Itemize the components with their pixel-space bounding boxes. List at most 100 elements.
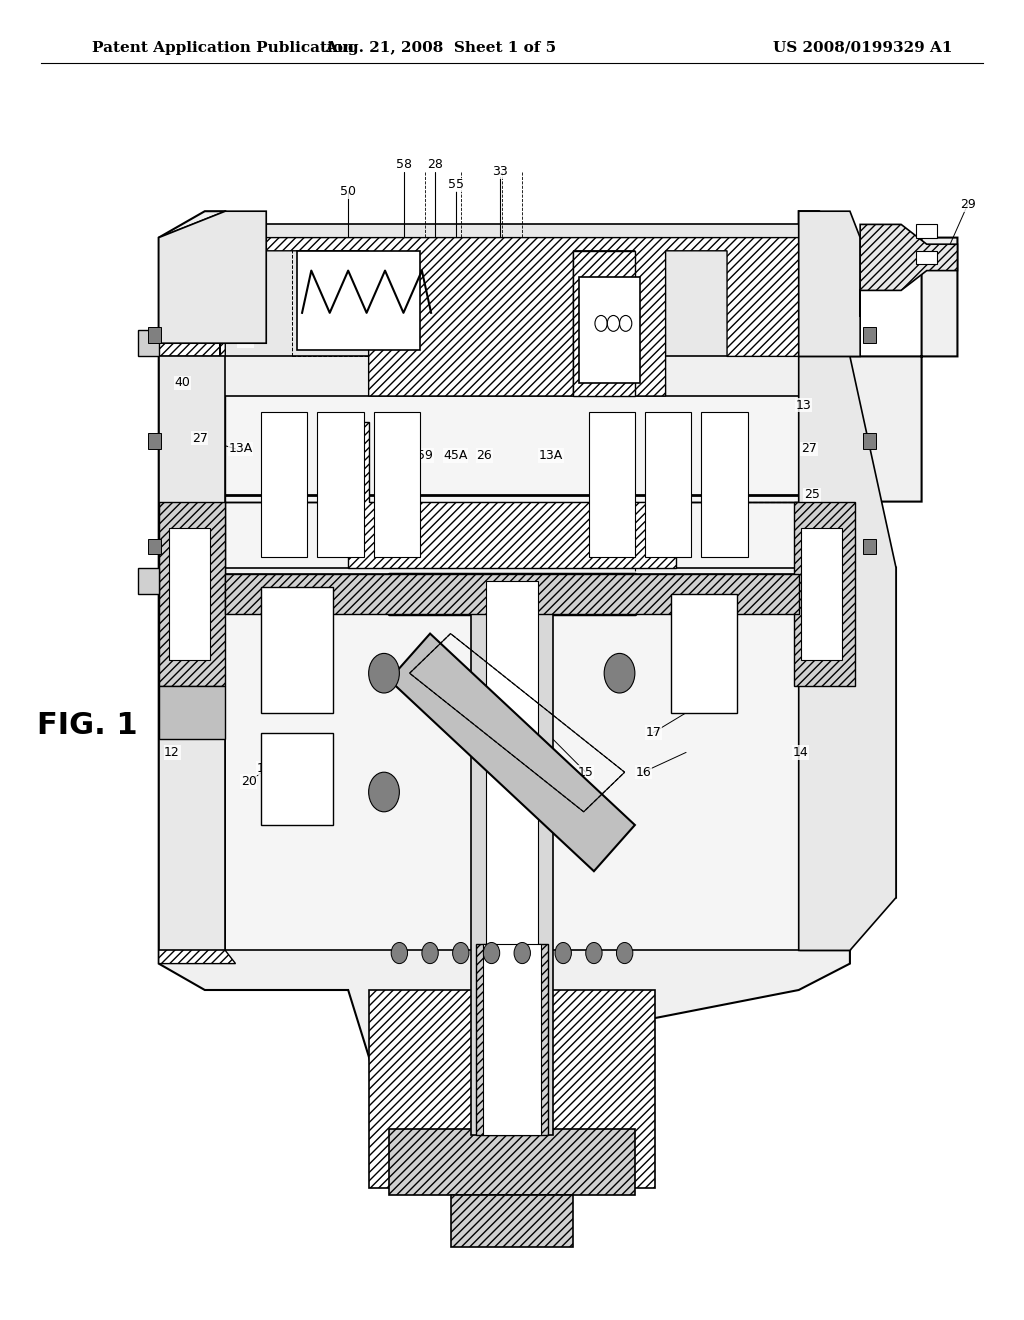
- Polygon shape: [159, 238, 220, 343]
- Text: 19: 19: [256, 762, 272, 775]
- Bar: [297, 251, 420, 350]
- Text: 30: 30: [814, 640, 830, 653]
- Circle shape: [369, 772, 399, 812]
- Bar: [220, 224, 850, 356]
- Text: 18: 18: [299, 772, 315, 785]
- Polygon shape: [573, 251, 635, 396]
- Text: 32: 32: [166, 294, 182, 308]
- Polygon shape: [799, 211, 860, 356]
- Text: 28: 28: [811, 581, 827, 594]
- Bar: [261, 587, 333, 713]
- Text: 52: 52: [238, 334, 254, 347]
- Bar: [169, 528, 210, 660]
- Text: 21: 21: [471, 946, 487, 960]
- Bar: [261, 733, 333, 825]
- Bar: [863, 433, 876, 449]
- Text: Patent Application Publication: Patent Application Publication: [92, 41, 354, 54]
- Text: 55: 55: [447, 178, 464, 191]
- Bar: [225, 396, 799, 568]
- Text: 25: 25: [804, 488, 820, 502]
- Bar: [916, 224, 937, 238]
- Bar: [476, 944, 548, 1135]
- Bar: [374, 412, 420, 557]
- Text: 27: 27: [191, 432, 208, 445]
- Circle shape: [586, 942, 602, 964]
- Text: 15: 15: [578, 766, 594, 779]
- Text: 22: 22: [191, 548, 208, 561]
- Bar: [671, 594, 737, 713]
- Text: 28: 28: [427, 158, 443, 172]
- Bar: [701, 412, 748, 557]
- Bar: [159, 686, 225, 739]
- Circle shape: [555, 942, 571, 964]
- Text: 24: 24: [284, 750, 300, 763]
- Text: 45A: 45A: [443, 449, 468, 462]
- Bar: [863, 539, 876, 554]
- Bar: [794, 502, 855, 686]
- Circle shape: [422, 942, 438, 964]
- Text: 16: 16: [635, 766, 651, 779]
- Bar: [148, 327, 161, 343]
- Circle shape: [453, 942, 469, 964]
- Text: Aug. 21, 2008  Sheet 1 of 5: Aug. 21, 2008 Sheet 1 of 5: [325, 41, 556, 54]
- Text: 13A: 13A: [539, 449, 563, 462]
- Text: 50: 50: [340, 185, 356, 198]
- Text: 31: 31: [171, 244, 187, 257]
- Circle shape: [391, 942, 408, 964]
- Circle shape: [514, 942, 530, 964]
- Text: 58: 58: [396, 158, 413, 172]
- Bar: [645, 412, 691, 557]
- Text: 14: 14: [793, 746, 809, 759]
- Polygon shape: [159, 211, 850, 396]
- Circle shape: [369, 653, 399, 693]
- Text: 13: 13: [796, 399, 812, 412]
- Text: US 2008/0199329 A1: US 2008/0199329 A1: [773, 41, 952, 54]
- Text: 5: 5: [475, 1003, 483, 1016]
- Text: 59: 59: [417, 449, 433, 462]
- Bar: [451, 1195, 573, 1247]
- Bar: [261, 412, 307, 557]
- Bar: [225, 574, 799, 614]
- Polygon shape: [159, 211, 957, 1188]
- Bar: [863, 327, 876, 343]
- Bar: [225, 574, 799, 950]
- Bar: [483, 944, 541, 1135]
- Bar: [148, 539, 161, 554]
- Polygon shape: [159, 396, 850, 594]
- Bar: [389, 1129, 635, 1195]
- Text: 32: 32: [381, 449, 397, 462]
- Text: 11: 11: [207, 590, 223, 603]
- Text: 20: 20: [241, 775, 257, 788]
- Polygon shape: [860, 224, 957, 317]
- Text: 17: 17: [645, 726, 662, 739]
- Text: 26: 26: [476, 449, 493, 462]
- Text: 12: 12: [164, 746, 180, 759]
- Bar: [579, 277, 640, 383]
- Bar: [589, 412, 635, 557]
- Text: 23: 23: [186, 638, 203, 651]
- Bar: [317, 412, 364, 557]
- Text: 13A: 13A: [228, 442, 253, 455]
- Polygon shape: [159, 211, 266, 343]
- Bar: [471, 581, 553, 1135]
- Text: 33: 33: [492, 165, 508, 178]
- Polygon shape: [159, 594, 236, 964]
- Bar: [148, 433, 161, 449]
- Text: 29: 29: [959, 198, 976, 211]
- Polygon shape: [389, 634, 635, 871]
- Circle shape: [616, 942, 633, 964]
- Polygon shape: [799, 594, 850, 950]
- Text: 40: 40: [174, 376, 190, 389]
- Bar: [916, 251, 937, 264]
- Text: 27: 27: [801, 442, 817, 455]
- Text: FIG. 1: FIG. 1: [37, 711, 137, 741]
- Bar: [486, 581, 538, 1135]
- Bar: [159, 502, 225, 686]
- Bar: [801, 528, 842, 660]
- Circle shape: [604, 653, 635, 693]
- Polygon shape: [138, 568, 159, 594]
- Polygon shape: [159, 356, 225, 950]
- Circle shape: [483, 942, 500, 964]
- Polygon shape: [799, 356, 896, 950]
- Polygon shape: [369, 990, 655, 1188]
